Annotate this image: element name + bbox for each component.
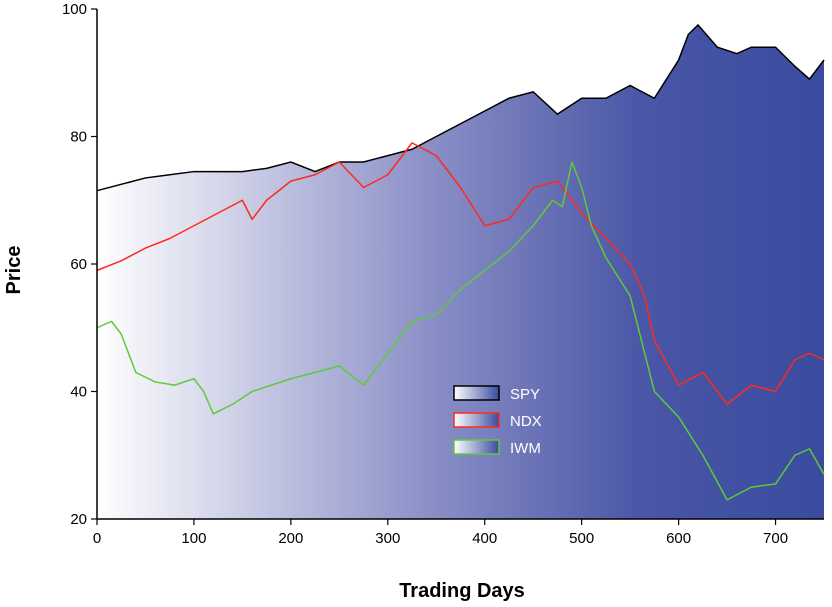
y-tick-label: 40: [70, 384, 87, 401]
legend-label-iwm: IWM: [510, 440, 541, 457]
x-tick-label: 100: [181, 530, 206, 547]
y-tick-label: 60: [70, 256, 87, 273]
series-spy-area: [97, 24, 824, 519]
y-tick-label: 100: [62, 1, 87, 18]
x-tick-label: 600: [666, 530, 691, 547]
legend: SPY NDX IWM: [453, 385, 542, 457]
plot-area: [96, 23, 825, 519]
y-tick-label: 80: [70, 129, 87, 146]
y-axis-title: Price: [3, 246, 25, 295]
x-tick-label: 300: [375, 530, 400, 547]
x-tick-label: 500: [569, 530, 594, 547]
x-tick-label: 700: [763, 530, 788, 547]
series-iwm-line: [96, 161, 825, 501]
y-tick-label: 20: [70, 511, 87, 528]
tick-labels: 20 40 60 80 100 0 100 200 300 400 500 600 700: [62, 1, 788, 547]
legend-label-ndx: NDX: [510, 413, 542, 430]
x-tick-label: 400: [472, 530, 497, 547]
series-spy-line: [96, 23, 825, 192]
legend-swatch-iwm: [453, 439, 500, 455]
legend-swatch-ndx: [453, 412, 500, 428]
axes: [91, 8, 824, 525]
series-ndx-line: [96, 142, 825, 405]
x-axis-title: Trading Days: [399, 580, 525, 602]
legend-label-spy: SPY: [510, 386, 540, 403]
legend-swatch-spy: [453, 385, 500, 401]
x-tick-label: 200: [278, 530, 303, 547]
x-tick-label: 0: [93, 530, 101, 547]
